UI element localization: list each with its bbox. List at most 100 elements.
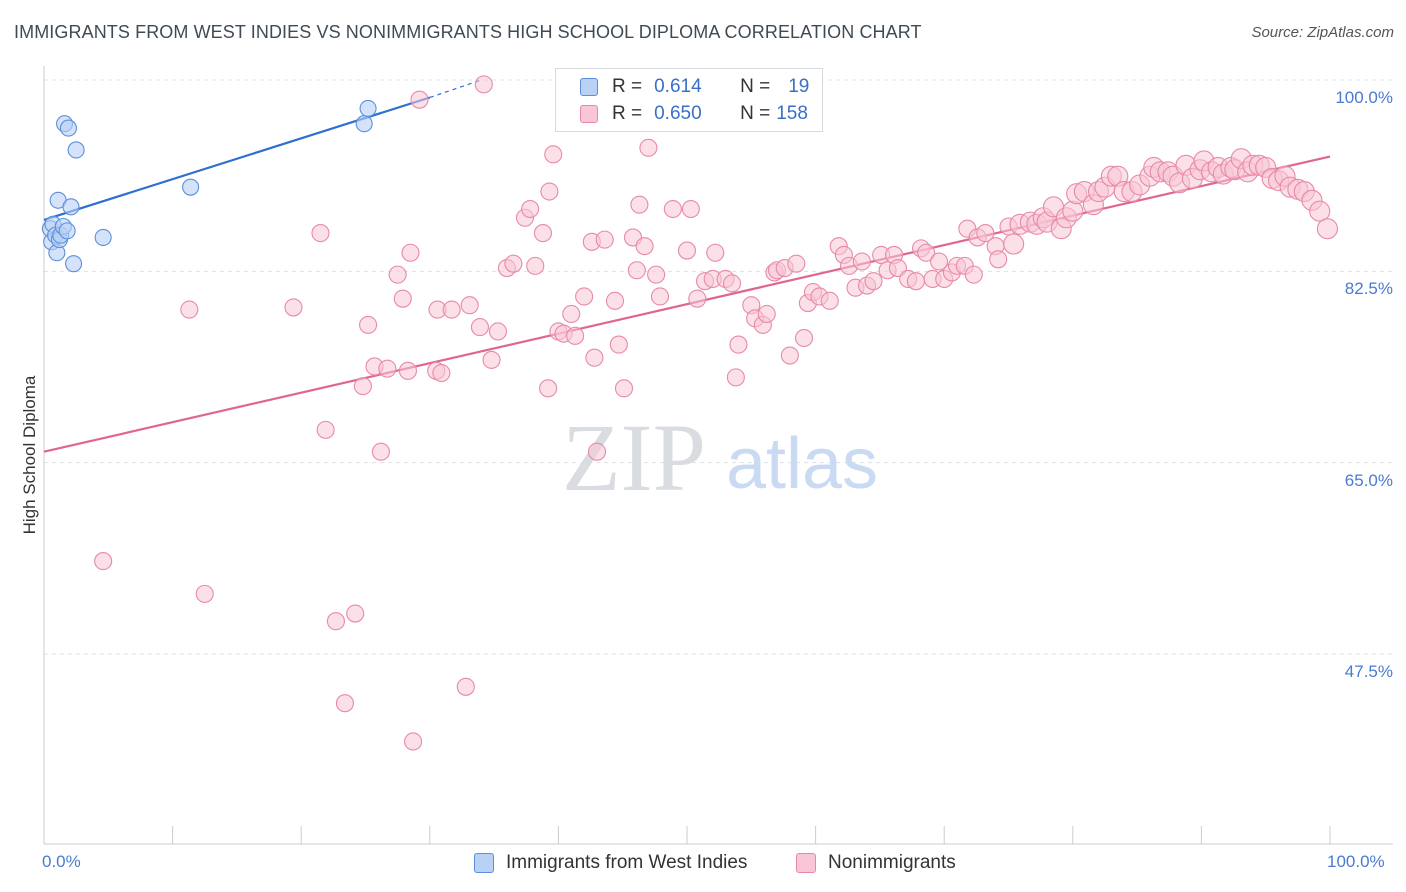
point-nonimmigrants-109: [989, 250, 1008, 269]
point-nonimmigrants-23: [442, 300, 461, 319]
point-nonimmigrants-82: [820, 291, 839, 310]
point-nonimmigrants-10: [359, 315, 378, 334]
point-nonimmigrants-8: [346, 604, 365, 623]
point-west-indies-18: [359, 99, 377, 117]
point-nonimmigrants-19: [410, 90, 429, 109]
point-west-indies-14: [67, 141, 85, 159]
point-nonimmigrants-15: [393, 289, 412, 308]
y-tick-label-1: 65.0%: [1344, 470, 1393, 490]
point-nonimmigrants-13: [378, 359, 397, 378]
axes: [43, 66, 1393, 845]
point-nonimmigrants-158: [1309, 200, 1331, 222]
point-west-indies-13: [65, 255, 83, 273]
trend-line-west-indies-extension: [429, 79, 482, 99]
point-nonimmigrants-89: [864, 272, 883, 291]
point-nonimmigrants-18: [404, 732, 423, 751]
point-nonimmigrants-52: [627, 261, 646, 280]
y-tick-label-0: 47.5%: [1344, 662, 1393, 681]
point-nonimmigrants-14: [388, 265, 407, 284]
point-nonimmigrants-5: [316, 420, 335, 439]
point-nonimmigrants-60: [681, 199, 700, 219]
point-nonimmigrants-107: [976, 224, 995, 243]
bottom-legend-nonimmigrants: Nonimmigrants: [796, 852, 956, 874]
point-nonimmigrants-26: [470, 318, 490, 337]
watermark-zip: ZIP: [562, 404, 706, 511]
legend-n-label: N =: [740, 76, 771, 97]
trend-line-nonimmigrants: [43, 155, 1331, 453]
y-tick-label-3: 100.0%: [1335, 88, 1393, 107]
point-nonimmigrants-78: [794, 328, 814, 348]
point-nonimmigrants-6: [326, 612, 345, 631]
legend-r-value-nonimmigrants: 0.650: [654, 103, 702, 124]
point-nonimmigrants-0: [94, 552, 113, 571]
point-nonimmigrants-49: [609, 335, 628, 354]
point-west-indies-16: [182, 178, 200, 196]
legend-r-label: R =: [612, 76, 643, 97]
point-nonimmigrants-95: [906, 272, 925, 291]
point-nonimmigrants-56: [647, 265, 666, 284]
series-nonimmigrants-points: [94, 75, 1338, 751]
point-nonimmigrants-64: [706, 243, 725, 262]
point-nonimmigrants-36: [539, 379, 558, 398]
stats-legend: R = 0.614 N = 19 R = 0.650 N = 158: [555, 68, 823, 132]
point-nonimmigrants-72: [757, 304, 776, 324]
watermark-atlas: atlas: [726, 424, 878, 504]
y-axis-title: High School Diploma: [20, 375, 39, 535]
point-nonimmigrants-59: [677, 241, 697, 260]
point-nonimmigrants-46: [587, 442, 607, 461]
point-nonimmigrants-1: [180, 300, 199, 319]
point-nonimmigrants-38: [544, 145, 563, 164]
point-nonimmigrants-22: [432, 363, 451, 383]
bottom-legend-west-indies: Immigrants from West Indies: [474, 852, 747, 874]
point-nonimmigrants-41: [562, 304, 581, 324]
point-nonimmigrants-45: [585, 348, 604, 367]
chart-title: IMMIGRANTS FROM WEST INDIES VS NONIMMIGR…: [14, 22, 922, 42]
point-nonimmigrants-67: [726, 368, 745, 387]
point-west-indies-17: [355, 115, 373, 133]
bottom-legend-label-nonimmigrants: Nonimmigrants: [828, 852, 956, 873]
legend-r-label: R =: [612, 103, 643, 124]
point-west-indies-11: [59, 119, 77, 137]
point-nonimmigrants-29: [488, 322, 508, 341]
x-tick-label-left: 0.0%: [42, 852, 81, 871]
legend-swatch-blue: [580, 78, 598, 96]
legend-row-west-indies: R = 0.614 N = 19: [580, 75, 809, 99]
legend-n-label: N =: [740, 103, 771, 124]
point-nonimmigrants-159: [1316, 218, 1338, 240]
point-nonimmigrants-48: [605, 291, 625, 310]
point-nonimmigrants-97: [917, 243, 936, 262]
point-nonimmigrants-54: [635, 237, 654, 256]
series-west-indies-points: [41, 99, 377, 273]
point-nonimmigrants-77: [787, 254, 806, 273]
legend-n-value-west-indies: 19: [788, 76, 810, 97]
y-tick-label-2: 82.5%: [1344, 279, 1393, 299]
point-nonimmigrants-105: [964, 265, 983, 284]
point-nonimmigrants-35: [533, 224, 553, 243]
point-nonimmigrants-66: [722, 274, 742, 293]
point-nonimmigrants-37: [540, 182, 559, 201]
point-nonimmigrants-3: [284, 298, 303, 317]
point-nonimmigrants-68: [729, 335, 748, 354]
bottom-legend-label-west-indies: Immigrants from West Indies: [506, 852, 748, 873]
bottom-legend-swatch-pink: [796, 853, 816, 873]
point-nonimmigrants-4: [311, 224, 330, 243]
point-nonimmigrants-43: [575, 287, 594, 306]
point-nonimmigrants-31: [504, 254, 523, 273]
point-nonimmigrants-58: [663, 199, 682, 219]
point-nonimmigrants-17: [401, 243, 420, 262]
point-nonimmigrants-9: [353, 377, 372, 396]
legend-n-value-nonimmigrants: 158: [776, 103, 808, 124]
point-nonimmigrants-53: [630, 195, 649, 214]
point-nonimmigrants-42: [566, 326, 585, 345]
point-nonimmigrants-12: [371, 442, 390, 461]
point-nonimmigrants-55: [639, 138, 658, 157]
point-nonimmigrants-120: [1062, 200, 1084, 222]
legend-row-nonimmigrants: R = 0.650 N = 158: [580, 102, 808, 126]
point-nonimmigrants-50: [614, 379, 634, 398]
legend-swatch-pink: [580, 105, 598, 123]
point-west-indies-15: [94, 228, 112, 246]
point-nonimmigrants-33: [521, 199, 540, 219]
point-nonimmigrants-7: [335, 694, 354, 713]
point-west-indies-10: [58, 222, 76, 240]
